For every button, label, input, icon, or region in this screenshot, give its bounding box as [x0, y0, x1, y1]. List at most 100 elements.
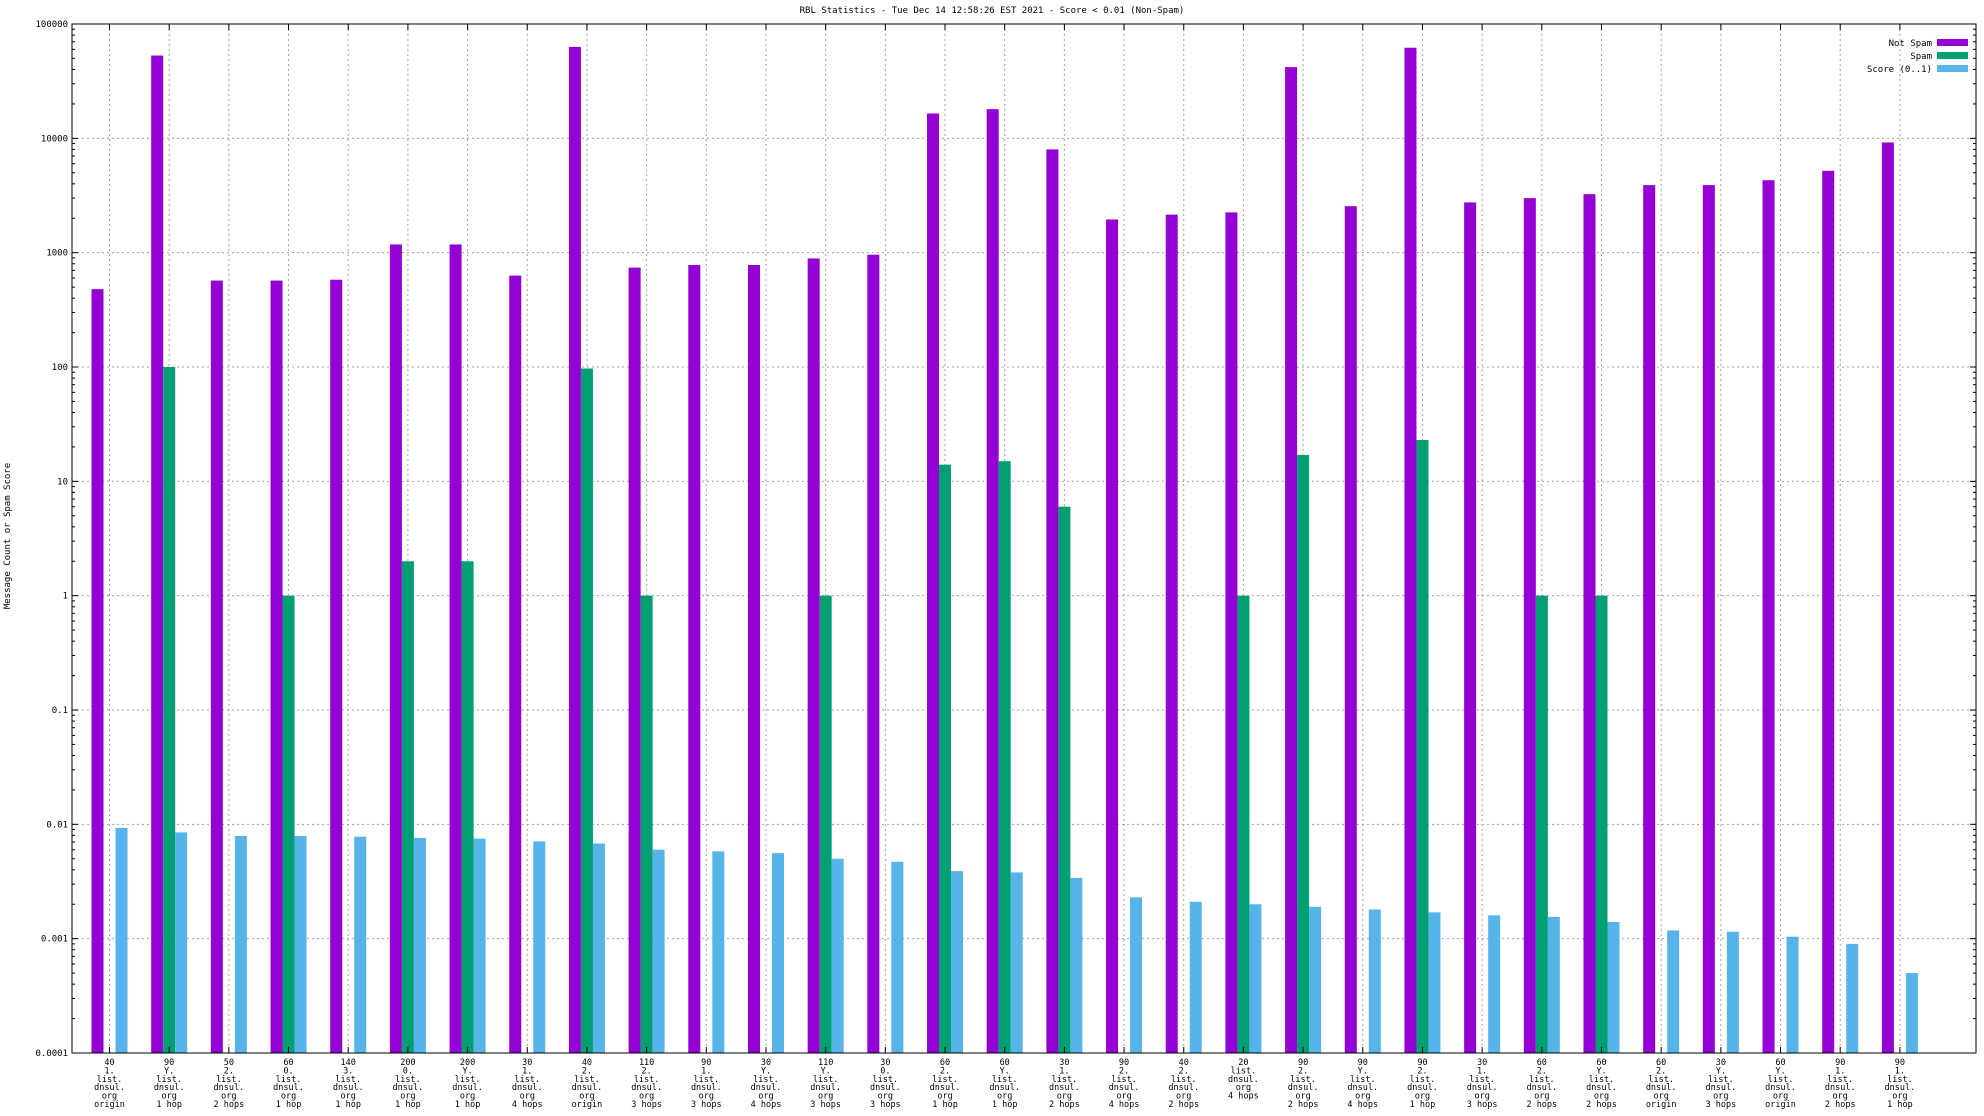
- legend-label: Spam: [1910, 52, 1932, 62]
- x-tick-label-line: 3.: [343, 1066, 353, 1076]
- bar-spam: [1416, 439, 1429, 1053]
- bar-not-spam: [1225, 212, 1238, 1054]
- x-tick-label: 200 Y. list. dnsul. org 1 hop: [452, 1058, 483, 1110]
- x-tick-label-line: list.: [1350, 1075, 1376, 1085]
- y-tick-label: 0.001: [41, 935, 68, 945]
- x-tick-label-line: Y.: [761, 1066, 771, 1076]
- x-tick-label-line: Y.: [1358, 1066, 1368, 1076]
- y-tick-label: 10000: [41, 134, 68, 144]
- bar-score: [1488, 915, 1501, 1053]
- x-tick-label-line: dnsul.: [691, 1083, 722, 1093]
- x-tick-label-line: Y.: [164, 1066, 174, 1076]
- bar-score: [1428, 912, 1441, 1053]
- bar-not-spam: [986, 109, 999, 1054]
- x-tick-label-line: org: [937, 1092, 952, 1102]
- x-tick-label-line: org: [1236, 1083, 1251, 1093]
- x-tick-label: 40 2. list. dnsul. org origin: [572, 1058, 603, 1110]
- x-tick-label-line: 2.: [1417, 1066, 1427, 1076]
- x-tick-label-line: 3 hops: [870, 1100, 901, 1110]
- x-tick-label-line: 200: [400, 1058, 415, 1068]
- x-tick-label: 30 Y. list. dnsul. org 3 hops: [1706, 1058, 1737, 1110]
- x-tick-label-line: 1 hop: [395, 1100, 421, 1110]
- x-tick-label-line: origin: [1765, 1100, 1796, 1110]
- bar-score: [294, 836, 307, 1053]
- x-tick-label-line: org: [1474, 1092, 1489, 1102]
- x-tick-label-line: 1.: [701, 1066, 711, 1076]
- x-tick-label-line: list.: [873, 1075, 899, 1085]
- x-tick-label: 110 Y. list. dnsul. org 3 hops: [810, 1058, 841, 1110]
- x-tick-label-line: 60: [940, 1058, 950, 1068]
- x-tick-label: 90 1. list. dnsul. org 1 hop: [1885, 1058, 1916, 1110]
- x-tick-label-line: 90: [1895, 1058, 1905, 1068]
- x-tick-label-line: org: [639, 1092, 654, 1102]
- x-tick-label-line: 3 hops: [810, 1100, 841, 1110]
- x-tick-label-line: Y.: [1775, 1066, 1785, 1076]
- x-tick-label-line: org: [818, 1092, 833, 1102]
- x-tick-label-line: 2 hops: [214, 1100, 245, 1110]
- x-tick-label: 30 1. list. dnsul. org 3 hops: [1467, 1058, 1498, 1110]
- bar-not-spam: [688, 265, 701, 1053]
- x-tick-label-line: org: [102, 1092, 117, 1102]
- bar-score: [1189, 901, 1202, 1053]
- bar-score: [473, 838, 486, 1053]
- x-tick-label-line: 40: [582, 1058, 592, 1068]
- x-tick-label-line: list.: [335, 1075, 361, 1085]
- x-tick-label: 90 2. list. dnsul. org 2 hops: [1288, 1058, 1319, 1110]
- grid-lines: [72, 24, 1976, 1053]
- x-tick-label-line: 60: [1596, 1058, 1606, 1068]
- x-tick-label-line: org: [520, 1092, 535, 1102]
- x-tick-label-line: 60: [1537, 1058, 1547, 1068]
- bar-not-spam: [389, 244, 402, 1054]
- x-tick-label: 60 Y. list. dnsul. org 1 hop: [989, 1058, 1020, 1110]
- bar-not-spam: [330, 279, 343, 1053]
- x-tick-label-line: 4 hops: [751, 1100, 782, 1110]
- x-tick-label-line: 1.: [1059, 1066, 1069, 1076]
- x-tick-label: 90 2. list. dnsul. org 4 hops: [1109, 1058, 1140, 1110]
- bar-score: [1905, 973, 1918, 1053]
- bar-not-spam: [1464, 202, 1477, 1054]
- x-tick-label-line: 2 hops: [1049, 1100, 1080, 1110]
- x-tick-label-line: dnsul.: [333, 1083, 364, 1093]
- x-tick-label-line: 110: [639, 1058, 654, 1068]
- x-tick-label-line: org: [1057, 1092, 1072, 1102]
- bar-score: [115, 827, 128, 1053]
- x-tick-label: 50 2. list. dnsul. org 2 hops: [214, 1058, 245, 1110]
- bar-not-spam: [91, 289, 104, 1053]
- bar-score: [1070, 877, 1083, 1053]
- x-tick-label-line: list.: [694, 1075, 720, 1085]
- bar-not-spam: [568, 46, 581, 1053]
- bar-score: [1368, 909, 1381, 1053]
- legend-swatch: [1937, 39, 1968, 46]
- x-tick-label-line: org: [1176, 1092, 1191, 1102]
- x-tick-label-line: dnsul.: [631, 1083, 662, 1093]
- x-tick-label-line: 1 hop: [156, 1100, 182, 1110]
- x-tick-label-line: org: [281, 1092, 296, 1102]
- x-tick-label-line: org: [1534, 1092, 1549, 1102]
- x-tick-label-line: 30: [1477, 1058, 1487, 1068]
- x-tick-label-line: Y.: [821, 1066, 831, 1076]
- x-tick-label-line: 1 hop: [992, 1100, 1018, 1110]
- x-tick-label-line: 110: [818, 1058, 833, 1068]
- bar-spam: [401, 561, 414, 1053]
- legend-label: Not Spam: [1889, 39, 1932, 49]
- legend-swatch: [1937, 52, 1968, 59]
- bar-spam: [998, 461, 1011, 1054]
- x-tick-label-line: list.: [1768, 1075, 1794, 1085]
- x-tick-label-line: dnsul.: [989, 1083, 1020, 1093]
- x-tick-label-line: 3 hops: [1467, 1100, 1498, 1110]
- bar-spam: [282, 595, 295, 1053]
- x-tick-label-line: dnsul.: [1467, 1083, 1498, 1093]
- x-tick-label-line: org: [162, 1092, 177, 1102]
- bar-spam: [1297, 454, 1310, 1053]
- bar-not-spam: [449, 244, 462, 1054]
- bar-not-spam: [210, 280, 223, 1053]
- x-tick-label-line: org: [341, 1092, 356, 1102]
- bar-score: [652, 849, 665, 1053]
- bar-not-spam: [927, 113, 940, 1054]
- x-tick-label-line: 2 hops: [1586, 1100, 1617, 1110]
- x-tick-label-line: dnsul.: [1825, 1083, 1856, 1093]
- bar-not-spam: [1822, 170, 1835, 1054]
- bar-score: [533, 841, 546, 1053]
